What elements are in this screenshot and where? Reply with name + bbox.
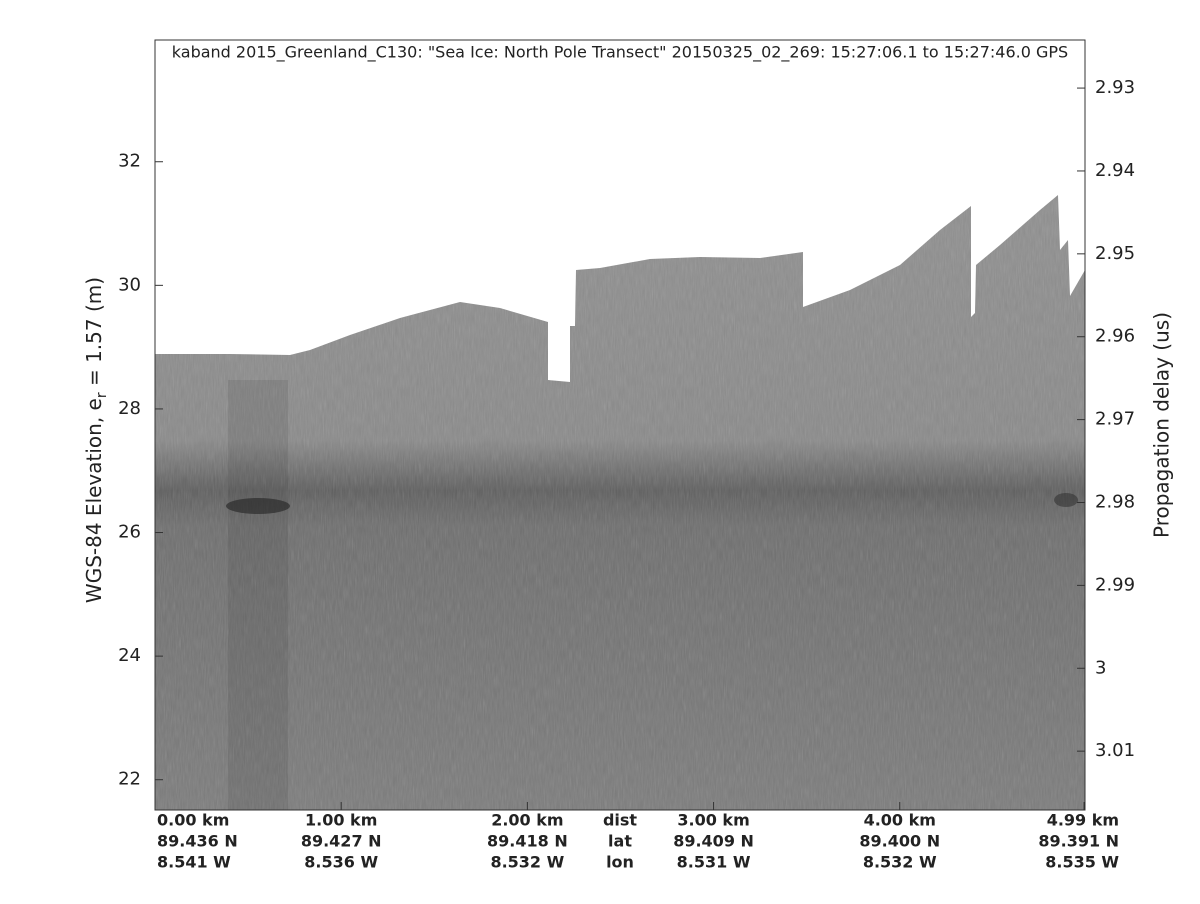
x-tick-lon: 8.536 W	[304, 853, 378, 872]
x-tick-label: 4.99 km	[1047, 811, 1119, 830]
y2-tick-label: 3.01	[1095, 740, 1135, 761]
y2-tick-label: 2.99	[1095, 574, 1135, 595]
y-tick-label: 30	[118, 274, 141, 295]
y2-tick-label: 2.95	[1095, 243, 1135, 264]
y-tick-label: 24	[118, 645, 141, 666]
y-label-text: WGS-84 Elevation, e	[82, 398, 106, 603]
y2-tick-label: 2.96	[1095, 326, 1135, 347]
row-label: dist	[603, 811, 637, 830]
plot-frame	[154, 39, 1086, 811]
y-axis-label: WGS-84 Elevation, er = 1.57 (m)	[82, 277, 111, 603]
y-tick-label: 28	[118, 398, 141, 419]
row-label: lon	[606, 853, 634, 872]
y-tick-label: 32	[118, 151, 141, 172]
x-tick-lon: 8.541 W	[157, 853, 231, 872]
y2-axis-label: Propagation delay (us)	[1150, 312, 1174, 538]
x-tick-label: 1.00 km	[305, 811, 377, 830]
x-tick-lat: 89.400 N	[859, 832, 940, 851]
x-tick-label: 3.00 km	[677, 811, 749, 830]
y-tick-label: 26	[118, 522, 141, 543]
y2-tick-label: 2.94	[1095, 160, 1135, 181]
echogram-image	[155, 40, 1085, 810]
y-tick-label: 22	[118, 769, 141, 790]
x-tick-lat: 89.418 N	[487, 832, 568, 851]
y2-tick-label: 2.97	[1095, 409, 1135, 430]
x-tick-lon: 8.532 W	[490, 853, 564, 872]
x-tick-lon: 8.532 W	[863, 853, 937, 872]
x-tick-lat: 89.391 N	[1038, 832, 1119, 851]
y2-tick-label: 2.93	[1095, 77, 1135, 98]
x-tick-lon: 8.531 W	[677, 853, 751, 872]
chart-title: kaband 2015_Greenland_C130: "Sea Ice: No…	[172, 43, 1068, 63]
y2-tick-label: 3	[1095, 657, 1106, 678]
y-label-subscript: r	[94, 392, 110, 398]
x-tick-lat: 89.427 N	[301, 832, 382, 851]
x-tick-lat: 89.436 N	[157, 832, 238, 851]
x-tick-label: 2.00 km	[491, 811, 563, 830]
row-label: lat	[608, 832, 632, 851]
x-tick-label: 0.00 km	[157, 811, 229, 830]
y-label-suffix: = 1.57 (m)	[82, 277, 106, 392]
x-tick-label: 4.00 km	[864, 811, 936, 830]
x-tick-lat: 89.409 N	[673, 832, 754, 851]
x-tick-lon: 8.535 W	[1045, 853, 1119, 872]
y2-tick-label: 2.98	[1095, 491, 1135, 512]
